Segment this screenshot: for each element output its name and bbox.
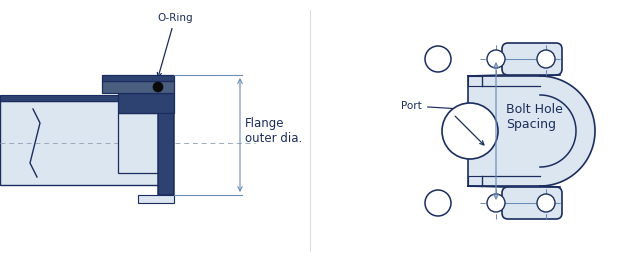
Bar	[0, 95, 160, 101]
Text: Bolt Hole
Spacing: Bolt Hole Spacing	[506, 103, 563, 131]
Bar	[468, 176, 482, 186]
Circle shape	[425, 46, 451, 72]
Text: O-Ring: O-Ring	[158, 13, 193, 77]
Bar	[158, 81, 174, 195]
Bar	[118, 93, 174, 113]
Circle shape	[487, 194, 505, 212]
Bar	[102, 75, 174, 81]
Circle shape	[487, 50, 505, 68]
Bar	[0, 101, 160, 185]
Text: Flange
outer dia.: Flange outer dia.	[245, 117, 302, 145]
FancyBboxPatch shape	[502, 43, 562, 75]
Bar	[102, 81, 174, 93]
Circle shape	[153, 82, 163, 92]
Bar	[468, 76, 482, 86]
Bar	[468, 76, 540, 186]
FancyBboxPatch shape	[502, 187, 562, 219]
Polygon shape	[540, 76, 595, 186]
Circle shape	[537, 50, 555, 68]
Circle shape	[537, 194, 555, 212]
Bar	[138, 195, 174, 203]
Circle shape	[442, 103, 498, 159]
Circle shape	[425, 190, 451, 216]
Bar	[118, 113, 162, 173]
Text: Port: Port	[401, 101, 474, 112]
